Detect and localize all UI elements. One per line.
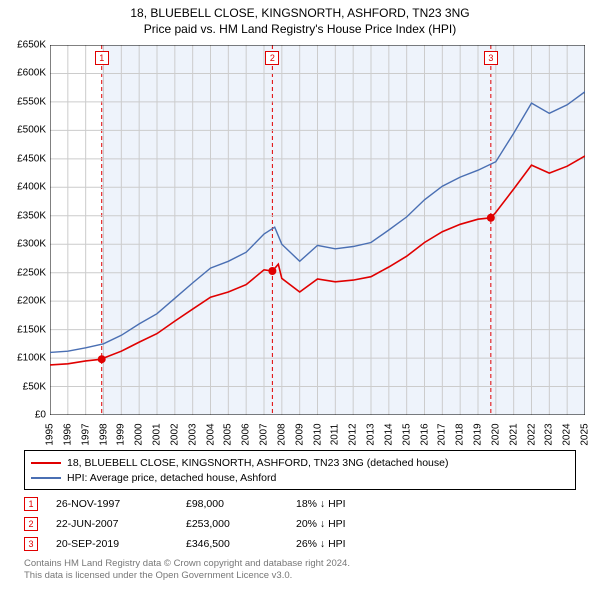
x-tick-label: 1995 xyxy=(45,423,56,445)
x-tick-label: 2004 xyxy=(205,423,216,445)
x-tick-label: 2009 xyxy=(294,423,305,445)
y-tick-label: £200K xyxy=(2,296,46,307)
event-num: 3 xyxy=(24,537,38,551)
sale-point-3 xyxy=(487,214,495,222)
y-tick-label: £500K xyxy=(2,125,46,136)
marker-1: 1 xyxy=(95,51,109,65)
event-row: 3 20-SEP-2019£346,50026% ↓ HPI xyxy=(24,534,576,554)
y-tick-label: £550K xyxy=(2,96,46,107)
legend-swatch xyxy=(31,462,61,464)
y-tick-label: £0 xyxy=(2,410,46,421)
y-tick-label: £350K xyxy=(2,210,46,221)
x-tick-label: 2014 xyxy=(383,423,394,445)
x-tick-label: 1997 xyxy=(80,423,91,445)
event-delta: 26% ↓ HPI xyxy=(296,538,346,550)
event-row: 2 22-JUN-2007£253,00020% ↓ HPI xyxy=(24,514,576,534)
event-date: 22-JUN-2007 xyxy=(56,518,186,530)
x-tick-label: 2005 xyxy=(223,423,234,445)
x-tick-label: 2012 xyxy=(348,423,359,445)
x-tick-label: 2017 xyxy=(437,423,448,445)
x-tick-label: 2008 xyxy=(276,423,287,445)
title-address: 18, BLUEBELL CLOSE, KINGSNORTH, ASHFORD,… xyxy=(0,6,600,22)
x-tick-label: 1999 xyxy=(116,423,127,445)
marker-2: 2 xyxy=(265,51,279,65)
x-tick-label: 2021 xyxy=(508,423,519,445)
x-tick-label: 2022 xyxy=(526,423,537,445)
legend-item: 18, BLUEBELL CLOSE, KINGSNORTH, ASHFORD,… xyxy=(31,455,569,470)
x-tick-label: 2016 xyxy=(419,423,430,445)
chart-container: 18, BLUEBELL CLOSE, KINGSNORTH, ASHFORD,… xyxy=(0,0,600,590)
x-tick-label: 2023 xyxy=(544,423,555,445)
x-tick-label: 2015 xyxy=(401,423,412,445)
event-price: £98,000 xyxy=(186,498,296,510)
y-tick-label: £100K xyxy=(2,353,46,364)
x-tick-label: 2025 xyxy=(580,423,591,445)
x-tick-label: 2024 xyxy=(562,423,573,445)
plot-area: 1 2 3 xyxy=(50,45,585,415)
y-tick-label: £600K xyxy=(2,68,46,79)
y-tick-label: £50K xyxy=(2,381,46,392)
footer-line1: Contains HM Land Registry data © Crown c… xyxy=(24,558,350,570)
x-axis: 1995199619971998199920002001200220032004… xyxy=(50,417,585,447)
x-tick-label: 2001 xyxy=(152,423,163,445)
title-subtitle: Price paid vs. HM Land Registry's House … xyxy=(0,22,600,38)
y-tick-label: £250K xyxy=(2,267,46,278)
x-tick-label: 2019 xyxy=(473,423,484,445)
y-tick-label: £450K xyxy=(2,153,46,164)
chart-title: 18, BLUEBELL CLOSE, KINGSNORTH, ASHFORD,… xyxy=(0,0,600,37)
event-num: 1 xyxy=(24,497,38,511)
sale-point-2 xyxy=(268,267,276,275)
sale-events: 1 26-NOV-1997£98,00018% ↓ HPI 2 22-JUN-2007… xyxy=(24,494,576,554)
event-price: £346,500 xyxy=(186,538,296,550)
x-tick-label: 2007 xyxy=(259,423,270,445)
y-tick-label: £400K xyxy=(2,182,46,193)
event-delta: 18% ↓ HPI xyxy=(296,498,346,510)
event-row: 1 26-NOV-1997£98,00018% ↓ HPI xyxy=(24,494,576,514)
chart-svg xyxy=(50,45,585,415)
event-delta: 20% ↓ HPI xyxy=(296,518,346,530)
y-axis: £0£50K£100K£150K£200K£250K£300K£350K£400… xyxy=(4,45,48,415)
x-tick-label: 2010 xyxy=(312,423,323,445)
x-tick-label: 2018 xyxy=(455,423,466,445)
x-tick-label: 2003 xyxy=(187,423,198,445)
x-tick-label: 2011 xyxy=(330,424,341,446)
x-tick-label: 2013 xyxy=(366,423,377,445)
x-tick-label: 2000 xyxy=(134,423,145,445)
marker-3: 3 xyxy=(484,51,498,65)
y-tick-label: £650K xyxy=(2,40,46,51)
x-tick-label: 2020 xyxy=(490,423,501,445)
x-tick-label: 2006 xyxy=(241,423,252,445)
event-date: 20-SEP-2019 xyxy=(56,538,186,550)
legend-swatch xyxy=(31,477,61,479)
legend-item: HPI: Average price, detached house, Ashf… xyxy=(31,470,569,485)
footer-attribution: Contains HM Land Registry data © Crown c… xyxy=(24,558,350,582)
y-tick-label: £300K xyxy=(2,239,46,250)
legend: 18, BLUEBELL CLOSE, KINGSNORTH, ASHFORD,… xyxy=(24,450,576,490)
sale-point-1 xyxy=(98,355,106,363)
legend-label: HPI: Average price, detached house, Ashf… xyxy=(67,472,276,484)
y-tick-label: £150K xyxy=(2,324,46,335)
event-price: £253,000 xyxy=(186,518,296,530)
footer-line2: This data is licensed under the Open Gov… xyxy=(24,570,350,582)
event-date: 26-NOV-1997 xyxy=(56,498,186,510)
x-tick-label: 2002 xyxy=(169,423,180,445)
x-tick-label: 1996 xyxy=(62,423,73,445)
x-tick-label: 1998 xyxy=(98,423,109,445)
legend-label: 18, BLUEBELL CLOSE, KINGSNORTH, ASHFORD,… xyxy=(67,457,448,469)
event-num: 2 xyxy=(24,517,38,531)
